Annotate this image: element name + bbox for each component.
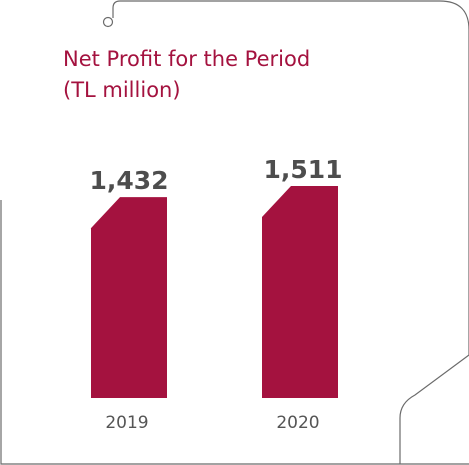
chart-title: Net Profit for the Period: [63, 47, 311, 71]
bar-value-label: 1,432: [89, 166, 168, 195]
frame-node-dot: [102, 16, 114, 28]
x-tick-label: 2019: [105, 413, 148, 433]
bar-2020: [262, 186, 338, 398]
x-tick-label: 2020: [276, 413, 319, 433]
bar-value-label: 1,511: [263, 155, 342, 184]
bars-group: 1,432 2019 1,511 2020: [89, 155, 342, 433]
bar-2019: [91, 197, 167, 398]
chart-subtitle: (TL million): [63, 78, 181, 102]
